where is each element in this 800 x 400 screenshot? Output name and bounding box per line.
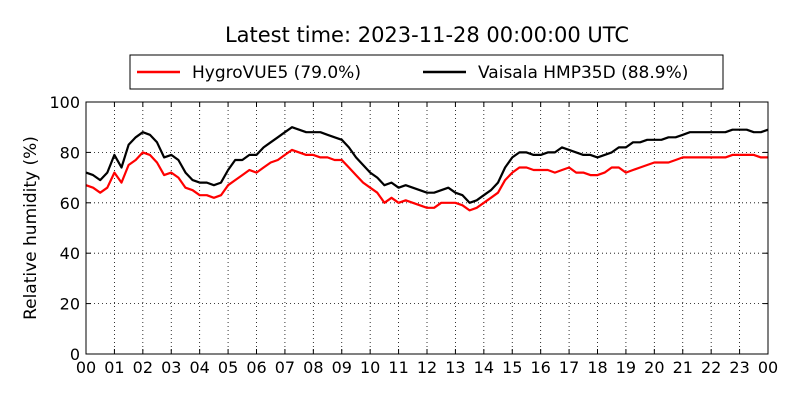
x-tick-label: 01 bbox=[104, 358, 124, 377]
x-tick-label: 03 bbox=[161, 358, 181, 377]
x-tick-label: 05 bbox=[218, 358, 238, 377]
x-tick-label: 00 bbox=[76, 358, 96, 377]
y-tick-label: 0 bbox=[70, 345, 80, 364]
series-layer bbox=[85, 126, 769, 212]
x-tick-label: 09 bbox=[332, 358, 352, 377]
x-tick-label: 14 bbox=[474, 358, 494, 377]
x-tick-label: 19 bbox=[616, 358, 636, 377]
x-tick-labels: 00 01 02 03 04 05 06 07 08 09 10 11 12 13 14 15 16 17 18 19… bbox=[76, 358, 778, 377]
y-tick-label: 40 bbox=[60, 244, 80, 263]
x-tick-label: 22 bbox=[701, 358, 721, 377]
legend-label-hygrovue: HygroVUE5 (79.0%) bbox=[192, 63, 361, 83]
y-tick-label: 100 bbox=[49, 93, 80, 112]
x-tick-label: 11 bbox=[388, 358, 408, 377]
legend-label-vaisala: Vaisala HMP35D (88.9%) bbox=[478, 63, 688, 83]
series-line-vaisala bbox=[85, 126, 769, 204]
x-tick-label: 08 bbox=[303, 358, 323, 377]
y-tick-label: 80 bbox=[60, 143, 80, 162]
grid bbox=[86, 102, 768, 354]
x-tick-label: 15 bbox=[502, 358, 522, 377]
x-tick-label: 04 bbox=[189, 358, 209, 377]
y-tick-labels: 0 20 40 60 80 100 bbox=[49, 93, 80, 364]
x-tick-label: 20 bbox=[644, 358, 664, 377]
y-tick-label: 60 bbox=[60, 194, 80, 213]
x-tick-label: 12 bbox=[417, 358, 437, 377]
y-axis-label: Relative humidity (%) bbox=[21, 136, 41, 320]
x-tick-label: 10 bbox=[360, 358, 380, 377]
x-tick-label: 00 bbox=[758, 358, 778, 377]
chart-title: Latest time: 2023-11-28 00:00:00 UTC bbox=[225, 23, 629, 47]
x-tick-label: 02 bbox=[133, 358, 153, 377]
y-tick-label: 20 bbox=[60, 295, 80, 314]
ticks bbox=[85, 101, 769, 355]
legend: HygroVUE5 (79.0%) Vaisala HMP35D (88.9%) bbox=[129, 54, 724, 90]
x-tick-label: 17 bbox=[559, 358, 579, 377]
x-tick-label: 23 bbox=[729, 358, 749, 377]
x-tick-label: 21 bbox=[673, 358, 693, 377]
x-tick-label: 18 bbox=[587, 358, 607, 377]
plot-frame bbox=[85, 101, 769, 355]
x-tick-label: 07 bbox=[275, 358, 295, 377]
x-tick-label: 16 bbox=[530, 358, 550, 377]
x-tick-label: 06 bbox=[246, 358, 266, 377]
series-line-hygrovue bbox=[85, 148, 768, 212]
x-tick-label: 13 bbox=[445, 358, 465, 377]
